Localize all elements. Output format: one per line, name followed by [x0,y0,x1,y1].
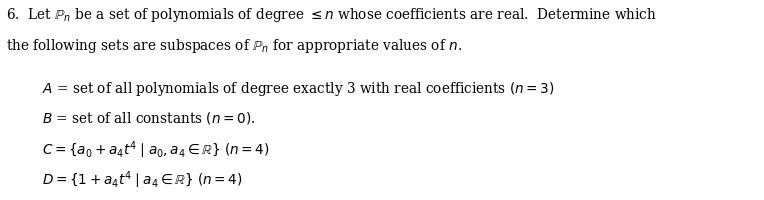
Text: $C = \{ a_0 + a_4 t^4 \mid a_0, a_4 \in \mathbb{R} \}$ $(n = 4)$: $C = \{ a_0 + a_4 t^4 \mid a_0, a_4 \in … [42,139,270,160]
Text: $A$ = set of all polynomials of degree exactly 3 with real coefficients $(n = 3): $A$ = set of all polynomials of degree e… [42,80,555,98]
Text: the following sets are subspaces of $\mathbb{P}_n$ for appropriate values of $n$: the following sets are subspaces of $\ma… [6,37,462,55]
Text: $D = \{ 1 + a_4 t^4 \mid a_4 \in \mathbb{R} \}$ $(n = 4)$: $D = \{ 1 + a_4 t^4 \mid a_4 \in \mathbb… [42,169,243,190]
Text: $B$ = set of all constants $(n = 0)$.: $B$ = set of all constants $(n = 0)$. [42,109,255,125]
Text: 6.  Let $\mathbb{P}_n$ be a set of polynomials of degree $\leq n$ whose coeffici: 6. Let $\mathbb{P}_n$ be a set of polyno… [6,6,657,24]
